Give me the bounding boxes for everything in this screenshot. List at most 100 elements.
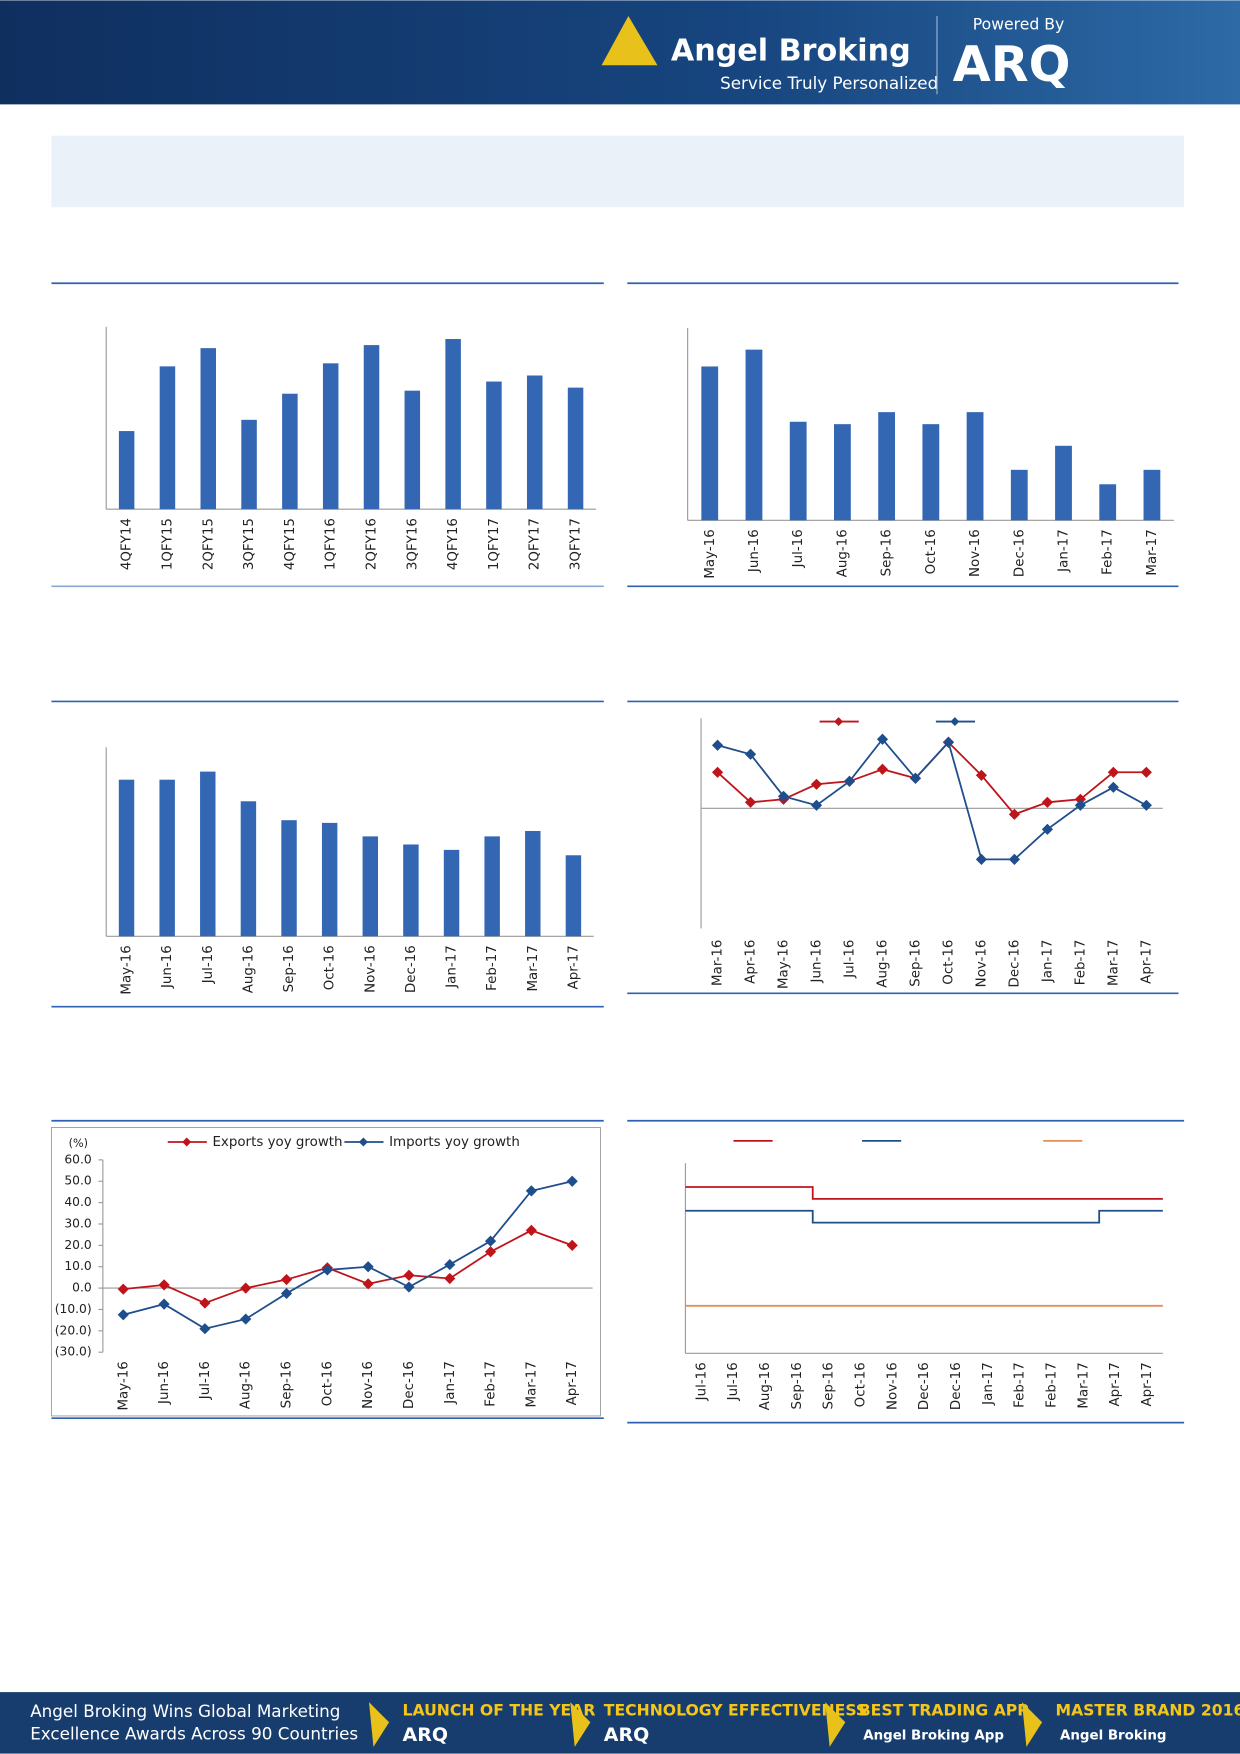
y-tick-label: (10.0) <box>55 1302 92 1316</box>
x-tick-label: Dec-16 <box>402 1361 417 1409</box>
marker <box>843 775 856 787</box>
marker <box>975 853 988 865</box>
bar <box>1055 445 1072 521</box>
x-tick-label: Jun-16 <box>810 940 825 984</box>
product: ARQ <box>953 35 1071 93</box>
x-tick-label: 1QFY17 <box>487 518 502 570</box>
marker <box>484 1235 497 1247</box>
marker <box>975 769 988 781</box>
x-tick-label: Nov-16 <box>974 940 989 988</box>
x-tick-label: Feb-17 <box>484 1361 499 1407</box>
award-icon <box>825 1702 846 1747</box>
x-tick-label: Dec-16 <box>404 945 419 993</box>
bar <box>1143 469 1161 521</box>
x-tick-label: Feb-17 <box>1101 529 1116 575</box>
marker <box>566 1175 578 1187</box>
bar <box>445 339 461 510</box>
x-tick-label: 4QFY16 <box>446 518 461 570</box>
award-sub: ARQ <box>403 1724 449 1746</box>
x-tick-label: 4QFY15 <box>283 518 298 570</box>
x-tick-label: Feb-17 <box>485 945 500 991</box>
logo-mark <box>601 16 658 66</box>
marker <box>810 799 823 811</box>
x-tick-label: Nov-16 <box>968 529 983 577</box>
x-tick-label: Mar-17 <box>1106 940 1121 986</box>
x-tick-label: Aug-16 <box>758 1362 773 1410</box>
x-tick-label: Jan-17 <box>445 945 460 989</box>
x-tick-label: 4QFY14 <box>120 518 135 570</box>
x-tick-label: 3QFY16 <box>405 518 420 570</box>
bar <box>701 366 719 521</box>
x-tick-label: Apr-16 <box>744 940 759 984</box>
chart: Jul-16 Jul-16 Aug-16 Sep-16 Sep-16 Oct-16 Nov-… <box>684 1139 1163 1410</box>
y-tick-label: 40.0 <box>64 1195 91 1209</box>
legend-label: Exports yoy growth <box>212 1135 342 1150</box>
x-tick-label: Apr-17 <box>565 1361 580 1405</box>
x-tick-label: Jan-17 <box>1040 940 1055 984</box>
x-tick-label: May-16 <box>777 940 792 989</box>
tagline: Service Truly Personalized <box>720 73 938 93</box>
x-tick-label: Dec-16 <box>1007 940 1022 988</box>
bar <box>200 771 216 937</box>
x-tick-label: Oct-16 <box>323 945 338 990</box>
bar <box>745 349 763 521</box>
legend-marker <box>358 1137 368 1147</box>
bar <box>526 375 543 510</box>
bar <box>321 822 338 937</box>
marker <box>711 766 724 778</box>
x-tick-label: Aug-16 <box>239 1361 254 1409</box>
x-tick-label: Sep-16 <box>790 1362 805 1409</box>
award-title: BEST TRADING APP <box>859 1701 1029 1720</box>
x-tick-label: Dec-16 <box>917 1362 932 1410</box>
x-tick-label: 3QFY15 <box>242 518 257 570</box>
marker <box>199 1297 211 1309</box>
legend-marker <box>182 1137 192 1147</box>
bar <box>322 363 339 510</box>
brand: Angel Broking <box>671 33 911 68</box>
x-tick-label: Apr-17 <box>566 945 581 989</box>
x-tick-label: Jun-16 <box>157 1361 172 1405</box>
bar <box>118 431 135 510</box>
marker <box>566 1239 578 1251</box>
series-line <box>717 737 1147 861</box>
bar <box>1010 469 1028 521</box>
x-tick-label: Aug-16 <box>835 529 850 577</box>
bar <box>922 424 940 521</box>
marker <box>1140 799 1152 811</box>
footer-text: Excellence Awards Across 90 Countries <box>30 1724 358 1744</box>
chart: Mar-16 Apr-16 May-16 Jun-16 Jul-16 Aug-16 Sep-… <box>700 717 1163 989</box>
x-tick-label: Jul-16 <box>198 1361 213 1400</box>
x-tick-label: Apr-17 <box>1139 940 1154 984</box>
bar <box>834 424 851 521</box>
x-tick-label: Jul-16 <box>694 1362 709 1401</box>
bar <box>484 836 500 937</box>
x-tick-label: Feb-17 <box>1013 1362 1028 1408</box>
x-tick-label: Sep-16 <box>282 945 297 992</box>
bar <box>404 390 421 510</box>
x-tick-label: Oct-16 <box>320 1361 335 1406</box>
marker <box>117 1283 129 1295</box>
marker <box>199 1323 211 1335</box>
bar <box>240 801 257 937</box>
y-tick-label: 50.0 <box>64 1174 91 1188</box>
x-tick-label: 3QFY17 <box>569 518 584 570</box>
marker <box>403 1269 415 1281</box>
marker <box>1140 766 1152 778</box>
y-tick-label: (20.0) <box>55 1323 92 1337</box>
legend-marker <box>950 717 960 727</box>
award-icon <box>1021 1702 1043 1747</box>
series-line <box>123 1229 573 1305</box>
bar <box>443 849 460 937</box>
marker <box>711 739 724 751</box>
x-tick-label: Oct-16 <box>853 1362 868 1407</box>
marker <box>117 1309 129 1321</box>
bar <box>565 855 582 937</box>
x-tick-label: Jul-16 <box>201 945 216 984</box>
x-tick-label: Sep-16 <box>880 529 895 576</box>
legend-marker <box>834 717 844 727</box>
bar <box>789 421 807 521</box>
marker <box>362 1261 374 1273</box>
x-tick-label: Oct-16 <box>924 529 939 574</box>
marker <box>942 736 955 748</box>
y-tick-label: 10.0 <box>64 1259 91 1273</box>
